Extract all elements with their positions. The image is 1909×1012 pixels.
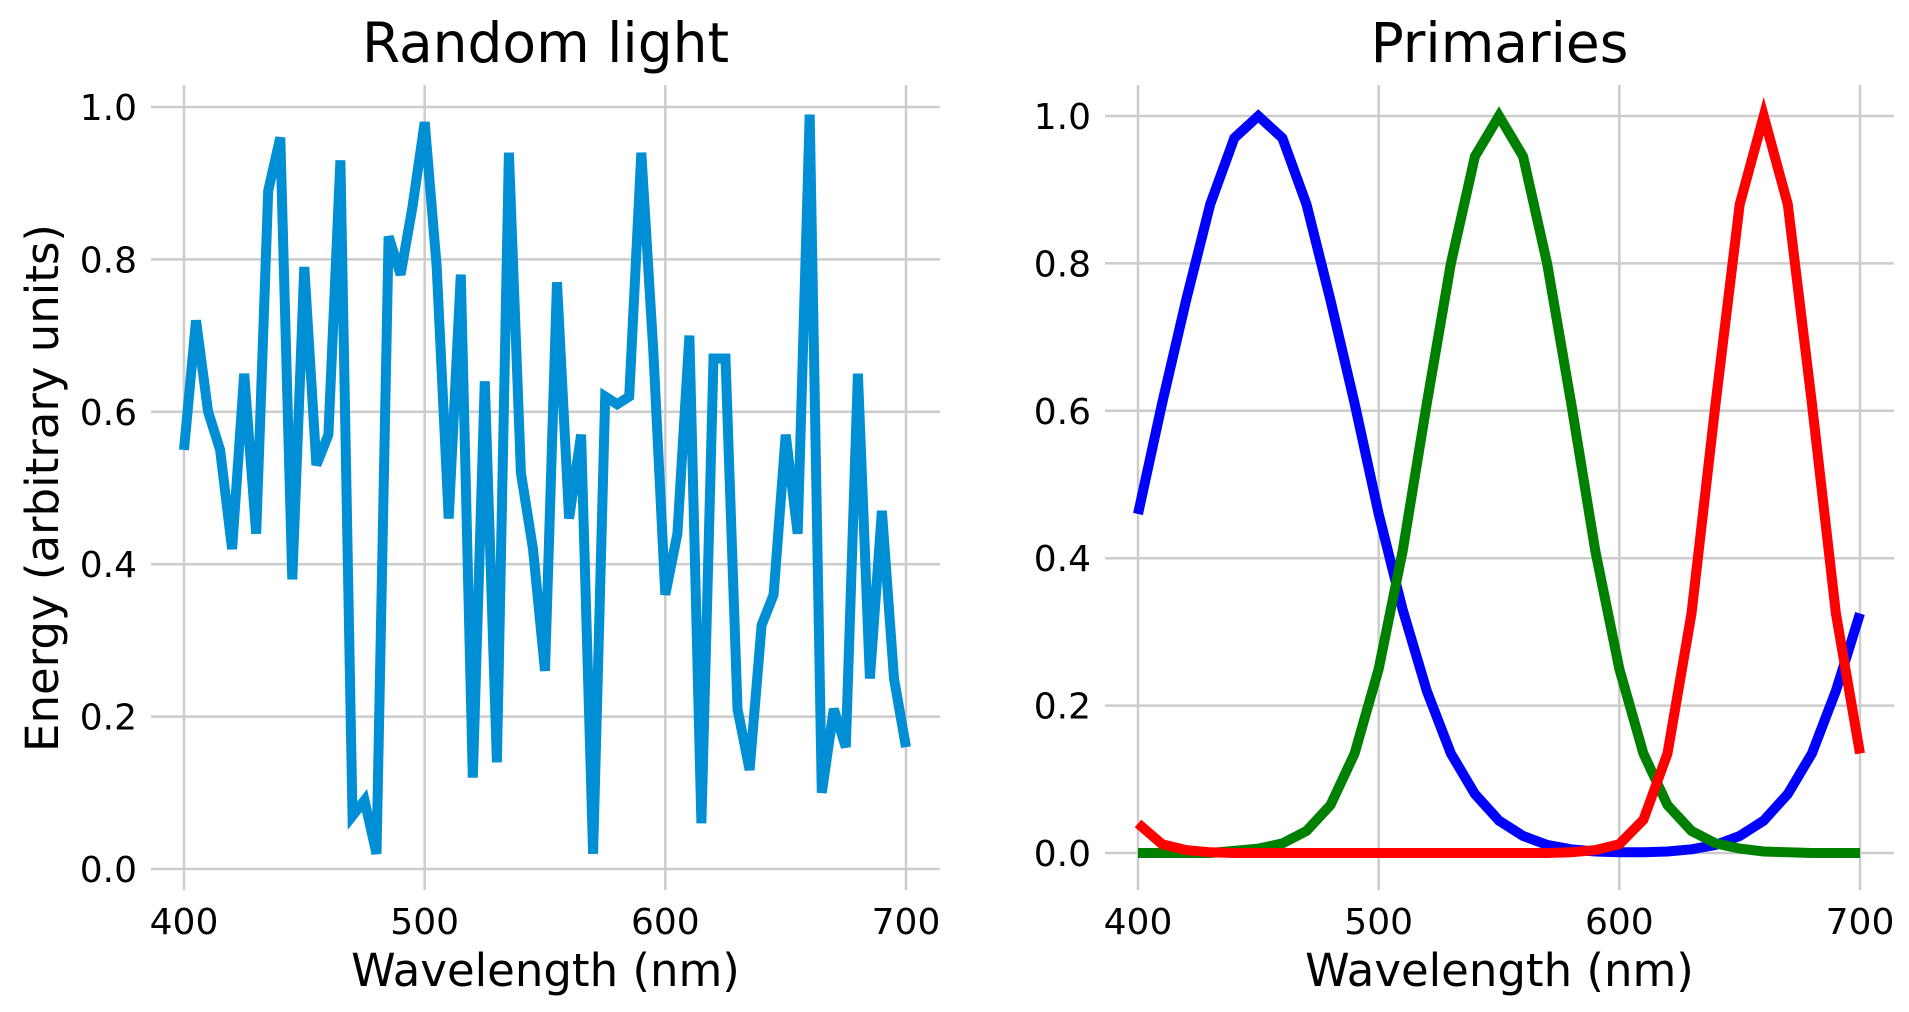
panel-2-x-tick-label: 400 [1104, 902, 1173, 943]
panel-1-x-axis-label: Wavelength (nm) [351, 944, 740, 997]
panel-2-series-line-2 [1138, 106, 1860, 858]
panel-2-x-tick-label: 500 [1344, 902, 1413, 943]
panel-1-series-line-1 [179, 114, 911, 855]
panel-1-chart-title: Random light [362, 11, 729, 75]
panel-2-x-tick-label: 700 [1826, 902, 1895, 943]
panel-2-chart-title: Primaries [1371, 11, 1629, 75]
panel-1-y-tick-label: 0.8 [80, 240, 137, 281]
panel-2-series-line-3 [1134, 96, 1865, 858]
panel-2-y-tick-label: 0.4 [1034, 539, 1091, 580]
panel-2-y-tick-label: 0.2 [1034, 687, 1091, 728]
panel-1-y-tick-label: 0.0 [80, 850, 137, 891]
panel-1-x-tick-label: 400 [150, 902, 219, 943]
panel-2-y-tick-label: 0.8 [1034, 244, 1091, 285]
panel-2-x-tick-label: 600 [1585, 902, 1654, 943]
panel-1-y-tick-label: 0.6 [80, 393, 137, 434]
panel-1-x-tick-label: 700 [872, 902, 941, 943]
panel-1-y-tick-label: 0.2 [80, 698, 137, 739]
panel-2-y-tick-label: 0.0 [1034, 834, 1091, 875]
panel-2-y-tick-label: 0.6 [1034, 392, 1091, 433]
panel-1-x-tick-label: 500 [390, 902, 459, 943]
panel-2-x-axis-label: Wavelength (nm) [1305, 944, 1694, 997]
panel-2-y-tick-label: 1.0 [1034, 97, 1091, 138]
panel-1-y-tick-label: 1.0 [80, 88, 137, 129]
panel-2-series-line-1 [1133, 109, 1865, 858]
panel-1-y-tick-label: 0.4 [80, 545, 137, 586]
panel-1-x-tick-label: 600 [631, 902, 700, 943]
panel-1-y-axis-label: Energy (arbitrary units) [16, 224, 69, 752]
